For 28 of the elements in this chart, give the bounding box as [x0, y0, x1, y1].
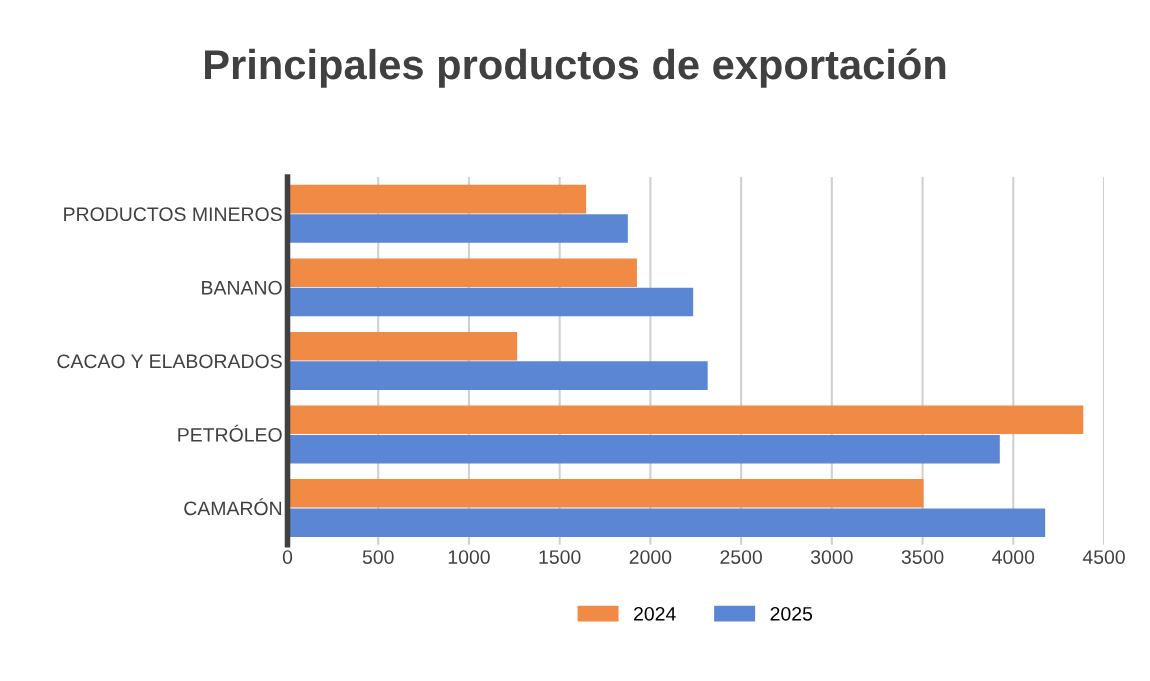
- legend-label: 2024: [634, 606, 676, 621]
- bar: [287, 331, 518, 361]
- x-tick-label: 2500: [720, 550, 762, 564]
- legend-label: 2025: [770, 606, 813, 621]
- x-tick-label: 3000: [810, 550, 853, 564]
- x-tick-label: 0: [282, 550, 293, 564]
- bar: [287, 405, 1084, 435]
- y-tick-label: CACAO Y ELABORADOS: [57, 354, 282, 369]
- bar: [287, 214, 628, 243]
- y-tick-label: PETRÓLEO: [178, 424, 282, 442]
- bar: [287, 184, 587, 214]
- x-tick-label: 1000: [448, 550, 490, 564]
- bar: [287, 287, 694, 317]
- x-tick-label: 4500: [1082, 550, 1125, 564]
- chart-title: Principales productos de exportación: [205, 48, 946, 88]
- bar: [287, 361, 708, 390]
- bar: [287, 258, 637, 287]
- y-tick-label: BANANO: [202, 280, 282, 295]
- y-tick-label: PRODUCTOS MINEROS: [64, 207, 282, 222]
- x-tick-label: 1500: [539, 550, 581, 564]
- y-tick-label: CAMARÓN: [184, 498, 282, 516]
- x-tick-label: 500: [362, 550, 394, 564]
- x-tick-label: 2000: [629, 550, 672, 564]
- x-tick-label: 3500: [901, 550, 944, 564]
- bar: [287, 508, 1046, 538]
- bar: [287, 479, 924, 508]
- bar: [287, 434, 1000, 464]
- x-tick-label: 4000: [992, 550, 1035, 564]
